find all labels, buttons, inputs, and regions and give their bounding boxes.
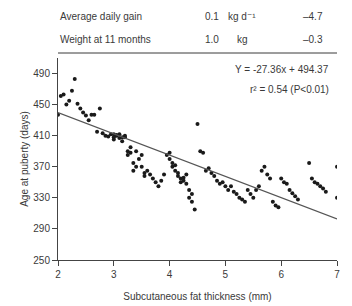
svg-text:250: 250 — [33, 255, 50, 266]
svg-text:4: 4 — [167, 269, 173, 280]
svg-text:290: 290 — [33, 223, 50, 234]
svg-text:–4.7: –4.7 — [303, 11, 323, 22]
svg-text:2: 2 — [55, 269, 61, 280]
svg-text:3: 3 — [111, 269, 117, 280]
svg-text:Average daily gain: Average daily gain — [60, 11, 142, 22]
svg-text:450: 450 — [33, 99, 50, 110]
svg-text:Weight at 11 months: Weight at 11 months — [60, 34, 151, 45]
svg-text:Subcutaneous fat thickness (mm: Subcutaneous fat thickness (mm) — [123, 291, 271, 302]
svg-text:410: 410 — [33, 130, 50, 141]
svg-text:330: 330 — [33, 192, 50, 203]
svg-text:Age at puberty (days): Age at puberty (days) — [19, 111, 30, 207]
svg-text:–0.3: –0.3 — [303, 34, 323, 45]
svg-text:kg: kg — [237, 34, 248, 45]
svg-text:5: 5 — [223, 269, 229, 280]
svg-text:0.1: 0.1 — [205, 11, 219, 22]
svg-text:1.0: 1.0 — [205, 34, 219, 45]
svg-text:370: 370 — [33, 161, 50, 172]
svg-text:r² = 0.54 (P<0.01): r² = 0.54 (P<0.01) — [250, 84, 329, 95]
svg-text:kg d⁻¹: kg d⁻¹ — [228, 11, 256, 22]
svg-text:6: 6 — [278, 269, 284, 280]
svg-text:Y = -27.36x + 494.37: Y = -27.36x + 494.37 — [235, 64, 329, 75]
svg-text:490: 490 — [33, 68, 50, 79]
svg-text:7: 7 — [334, 269, 340, 280]
